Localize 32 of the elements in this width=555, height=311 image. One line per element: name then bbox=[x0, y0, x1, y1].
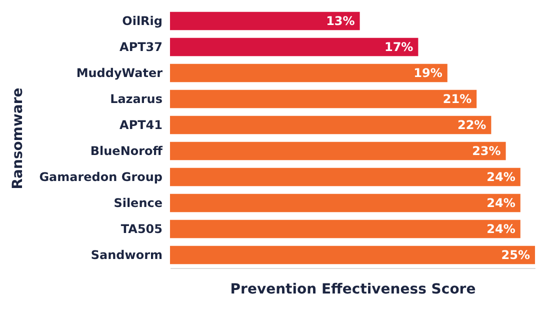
y-axis-title: Ransomware bbox=[10, 88, 26, 190]
bar bbox=[170, 38, 418, 56]
bar bbox=[170, 12, 360, 30]
bar bbox=[170, 168, 520, 186]
bar bbox=[170, 142, 506, 160]
data-label: 25% bbox=[501, 248, 530, 262]
data-label: 22% bbox=[457, 118, 486, 132]
y-tick-label: Silence bbox=[114, 196, 162, 210]
y-tick-label: Sandworm bbox=[90, 248, 162, 262]
y-tick-label: Gamaredon Group bbox=[39, 170, 163, 184]
y-tick-label: APT37 bbox=[120, 40, 162, 54]
data-label: 24% bbox=[486, 222, 516, 236]
bar bbox=[170, 64, 448, 82]
bar bbox=[170, 116, 492, 134]
data-label: 13% bbox=[326, 14, 355, 28]
y-tick-label: TA505 bbox=[120, 222, 162, 236]
y-tick-label: Lazarus bbox=[110, 92, 162, 106]
bar bbox=[170, 194, 520, 212]
x-axis-title: Prevention Effectiveness Score bbox=[230, 282, 476, 298]
y-tick-label: OilRig bbox=[122, 14, 162, 28]
data-label: 24% bbox=[486, 196, 516, 210]
y-tick-label: APT41 bbox=[120, 118, 162, 132]
data-label: 21% bbox=[442, 92, 472, 106]
data-label: 17% bbox=[384, 40, 414, 54]
data-label: 24% bbox=[486, 170, 516, 184]
bar bbox=[170, 246, 535, 264]
data-label: 19% bbox=[414, 66, 442, 80]
y-tick-label: MuddyWater bbox=[76, 66, 163, 80]
y-tick-label: BlueNoroff bbox=[90, 144, 163, 158]
data-label: 23% bbox=[472, 144, 501, 158]
bar bbox=[170, 90, 477, 108]
bar bbox=[170, 220, 520, 238]
